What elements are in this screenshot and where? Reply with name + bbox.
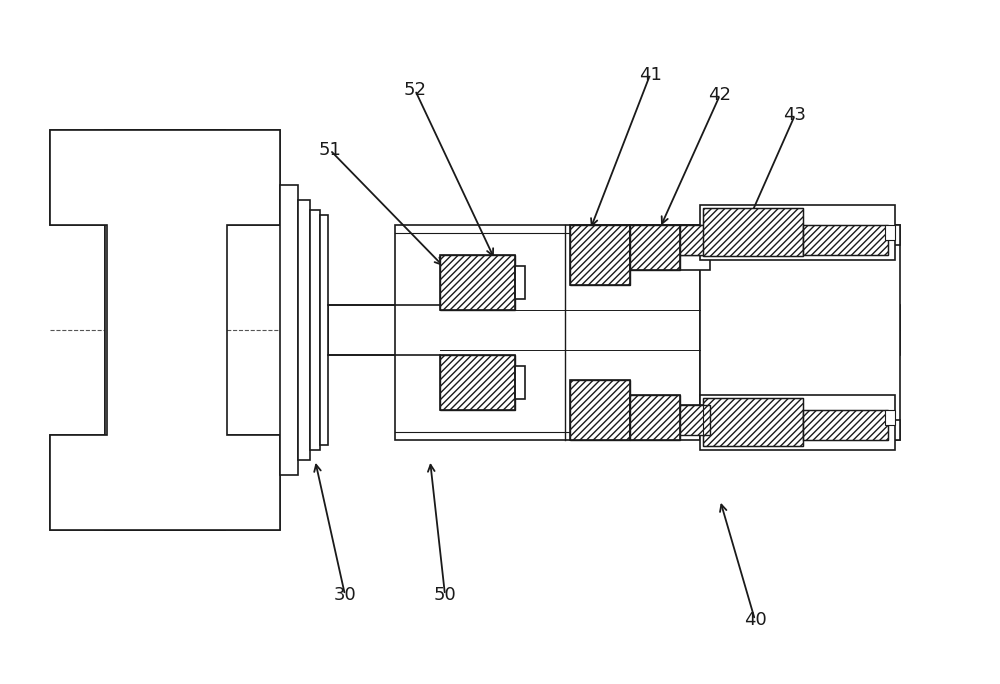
Bar [50,130,280,225]
Bar [570,225,630,285]
Text: 43: 43 [784,106,806,124]
Bar [703,398,803,446]
Bar [298,200,310,460]
Bar [885,410,895,425]
Text: 40: 40 [744,611,766,629]
PathPatch shape [50,130,280,530]
Bar [630,225,680,270]
Bar [680,225,710,270]
Bar [803,225,888,255]
Bar [50,435,280,530]
Bar [680,225,710,255]
Bar [680,225,710,255]
Bar [440,255,515,310]
Bar [680,405,710,435]
Bar [395,225,700,440]
Text: 50: 50 [434,586,456,604]
Bar [700,225,900,440]
Bar [803,410,888,440]
Bar [700,225,900,245]
Bar [803,225,888,255]
Bar [570,380,630,440]
Bar [700,420,900,440]
Bar [440,255,515,310]
Bar [105,225,225,435]
Bar [320,215,328,445]
Bar [703,208,803,256]
Bar [700,395,895,450]
Bar [440,355,515,410]
Text: 41: 41 [639,66,661,84]
Text: 52: 52 [403,81,426,99]
Bar [803,410,888,440]
Bar [310,210,320,450]
Bar [328,305,900,355]
Text: 51: 51 [319,141,341,159]
Bar [630,395,680,440]
Bar [703,208,803,256]
Text: 42: 42 [708,86,732,104]
Bar [570,380,630,440]
Bar [700,205,895,260]
Bar [570,225,630,285]
Bar [515,266,525,299]
Text: 30: 30 [334,586,356,604]
Bar [440,355,515,410]
Bar [680,405,710,435]
Bar [885,225,895,240]
Bar [703,398,803,446]
Bar [630,225,680,270]
Bar [105,130,225,530]
Bar [630,395,680,440]
Bar [280,185,298,475]
Bar [515,366,525,399]
